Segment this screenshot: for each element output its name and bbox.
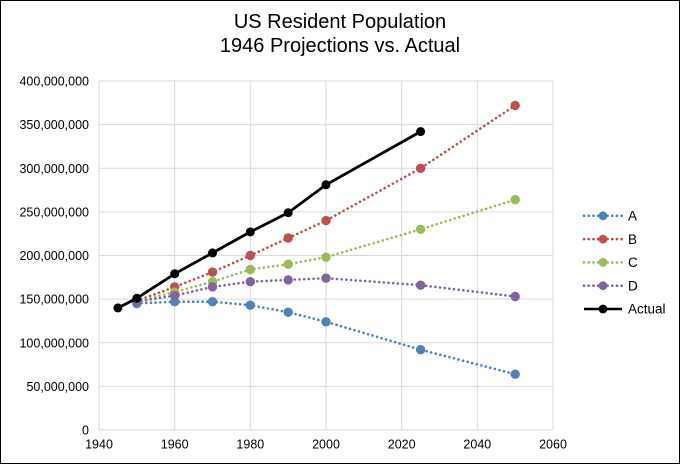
data-point-Actual [132,293,142,303]
data-point-Actual [283,208,293,218]
x-axis-labels: 1940 1960 1980 2000 2020 2040 2060 [85,438,567,452]
series-line-Actual [117,130,422,310]
y-tick-label-8: 400,000,000 [19,75,89,89]
x-tick-label-2040: 2040 [463,438,491,452]
data-point-D [245,277,255,287]
y-tick-label-2: 100,000,000 [19,336,89,350]
data-point-A [207,297,218,307]
legend-marker-dot-A [598,211,608,221]
data-point-B [283,233,293,243]
data-point-C [415,224,426,234]
legend-item-D: D [582,278,638,293]
data-point-A [245,300,255,310]
data-point-B [510,100,520,111]
legend-marker-dot-D [598,281,608,291]
x-tick-label-1960: 1960 [161,438,189,452]
data-point-D [415,280,426,290]
legend-marker-dot-B [598,234,608,244]
data-point-Actual [208,248,217,258]
legend-item-B: B [582,232,637,247]
chart-title-line2: 1946 Projections vs. Actual [219,34,461,57]
data-point-C [510,195,520,205]
data-point-Actual [170,269,180,279]
legend-label-B: B [628,232,637,247]
data-point-Actual [245,227,255,237]
x-tick-label-2020: 2020 [388,438,416,452]
data-point-B [207,267,218,277]
x-tick-label-1980: 1980 [236,438,264,452]
y-tick-label-1: 50,000,000 [26,380,89,394]
data-point-A [321,317,331,327]
legend-label-D: D [628,278,638,293]
data-point-D [170,290,180,301]
data-point-Actual [113,303,123,313]
data-point-B [415,163,426,173]
chart-title: US Resident Population 1946 Projections … [1,11,679,58]
series-D [132,273,520,307]
data-point-D [207,282,218,292]
y-axis-labels: 0 50,000,000 100,000,000 150,000,000 200,000… [19,75,89,438]
data-point-D [510,291,520,302]
y-tick-label-7: 350,000,000 [19,118,89,132]
data-point-Actual [321,180,331,190]
data-point-A [510,369,520,379]
x-tick-label-2000: 2000 [312,438,340,452]
series-line-B [135,104,517,303]
data-point-A [415,345,426,355]
x-tick-label-1940: 1940 [85,438,113,452]
data-point-C [321,252,331,262]
data-point-Actual [416,127,426,137]
legend-item-A: A [582,209,637,224]
y-tick-label-6: 300,000,000 [19,162,89,176]
chart-title-line1: US Resident Population [233,11,447,33]
y-tick-label-0: 0 [82,424,89,438]
y-tick-label-4: 200,000,000 [19,249,89,263]
data-point-A [283,307,293,317]
series-line-A [135,300,517,376]
data-point-D [321,273,331,283]
legend-label-A: A [628,209,637,224]
series-Actual [113,127,426,313]
legend-label-Actual: Actual [628,302,666,317]
legend-item-C: C [582,255,638,270]
data-point-D [283,275,293,285]
data-point-C [245,264,255,275]
series-line-C [135,198,517,303]
legend-label-C: C [628,255,638,270]
data-point-C [283,259,293,269]
legend-marker-dot-Actual [598,304,608,314]
y-tick-label-3: 150,000,000 [19,293,89,307]
data-point-B [321,215,331,226]
legend-marker-dot-C [598,258,608,267]
x-tick-label-2060: 2060 [539,438,567,452]
legend-item-Actual: Actual [584,302,666,317]
y-tick-label-5: 250,000,000 [19,205,89,219]
data-point-B [245,250,255,261]
